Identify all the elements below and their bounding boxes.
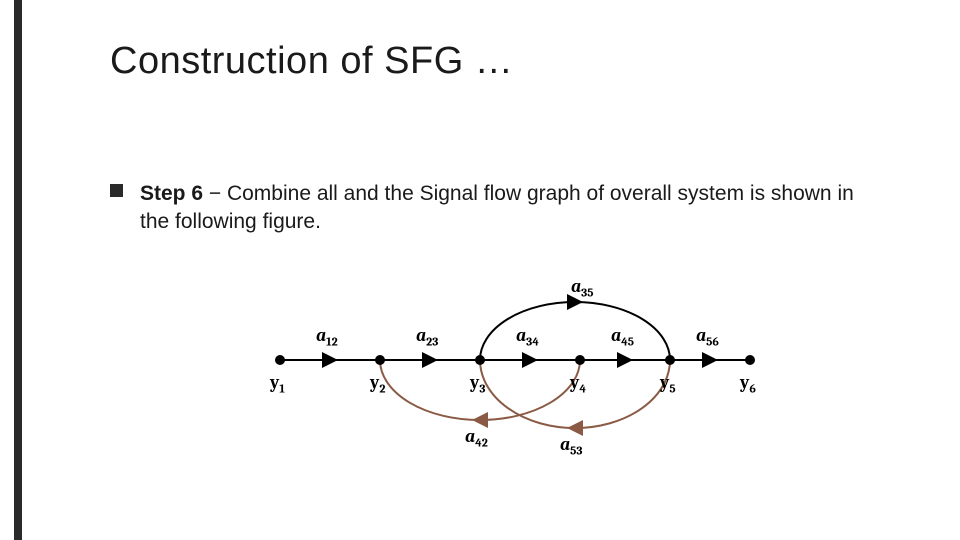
bullet-text: Step 6 − Combine all and the Signal flow… — [140, 180, 880, 237]
edge-label-53: a53 — [560, 434, 583, 458]
accent-bar — [0, 0, 22, 540]
edge-label-42: a42 — [465, 426, 488, 450]
accent-bar-inner — [14, 0, 22, 540]
node-label-y5: y5 — [660, 372, 676, 396]
node-label-y4: y4 — [570, 372, 586, 396]
edge-label-34: a34 — [516, 325, 539, 349]
edge-label-56: a56 — [696, 325, 719, 349]
sfg-svg — [250, 250, 780, 470]
node-label-y6: y6 — [740, 372, 756, 396]
bullet-body: − Combine all and the Signal flow graph … — [140, 182, 854, 233]
step-label: Step 6 — [140, 182, 203, 205]
bullet-item: Step 6 − Combine all and the Signal flow… — [110, 180, 880, 237]
node-label-y1: y1 — [270, 372, 285, 396]
page-title: Construction of SFG … — [110, 40, 513, 83]
node-label-y2: y2 — [370, 372, 385, 396]
slide: Construction of SFG … Step 6 − Combine a… — [0, 0, 960, 540]
node-label-y3: y3 — [470, 372, 486, 396]
edge-label-45: a45 — [611, 325, 634, 349]
edge-label-35: a35 — [571, 276, 594, 300]
signal-flow-graph: a12 a23 a34 a45 a56 a35 a42 a53 y1 y2 y3 y4 y5 y6 — [250, 250, 780, 470]
edge-label-12: a12 — [316, 325, 338, 349]
square-bullet-icon — [110, 184, 123, 197]
edge-label-23: a23 — [416, 325, 438, 349]
